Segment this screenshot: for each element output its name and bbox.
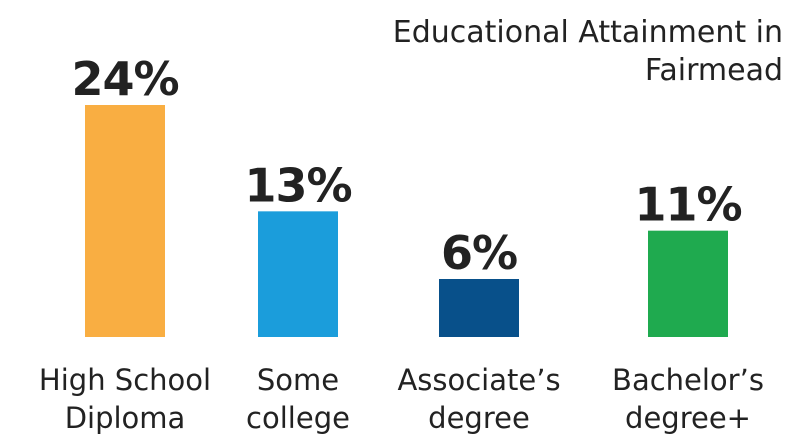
category-label-associate-s-degree-line-2: degree [428,401,530,435]
value-label-high-school-diploma: 24% [71,52,178,106]
category-label-high-school-diploma-line-2: Diploma [65,401,186,435]
category-label-high-school-diploma-line-1: High School [39,363,211,397]
category-label-some-college-line-2: college [246,401,350,435]
value-label-associate-s-degree: 6% [441,226,517,280]
value-label-some-college: 13% [244,158,351,212]
bar-some-college [258,211,338,337]
value-labels-group: 24% 13% 6% 11% [71,52,742,280]
value-label-bachelor-s-degree: 11% [634,178,741,232]
bar-bachelor-s-degree [648,230,728,337]
category-label-bachelor-s-degree-line-1: Bachelor’s [612,363,764,397]
category-labels-group: High School Diploma Some college Associate’s… [39,363,764,435]
category-label-bachelor-s-degree-line-2: degree+ [625,401,751,435]
bars-group [85,105,728,337]
chart-title-line-2: Fairmead [645,53,783,88]
chart-title-line-1: Educational Attainment in [393,15,783,50]
category-label-associate-s-degree-line-1: Associate’s [397,363,560,397]
bar-associate-s-degree [439,279,519,337]
category-label-some-college-line-1: Some [257,363,339,397]
bar-high-school-diploma [85,105,165,337]
